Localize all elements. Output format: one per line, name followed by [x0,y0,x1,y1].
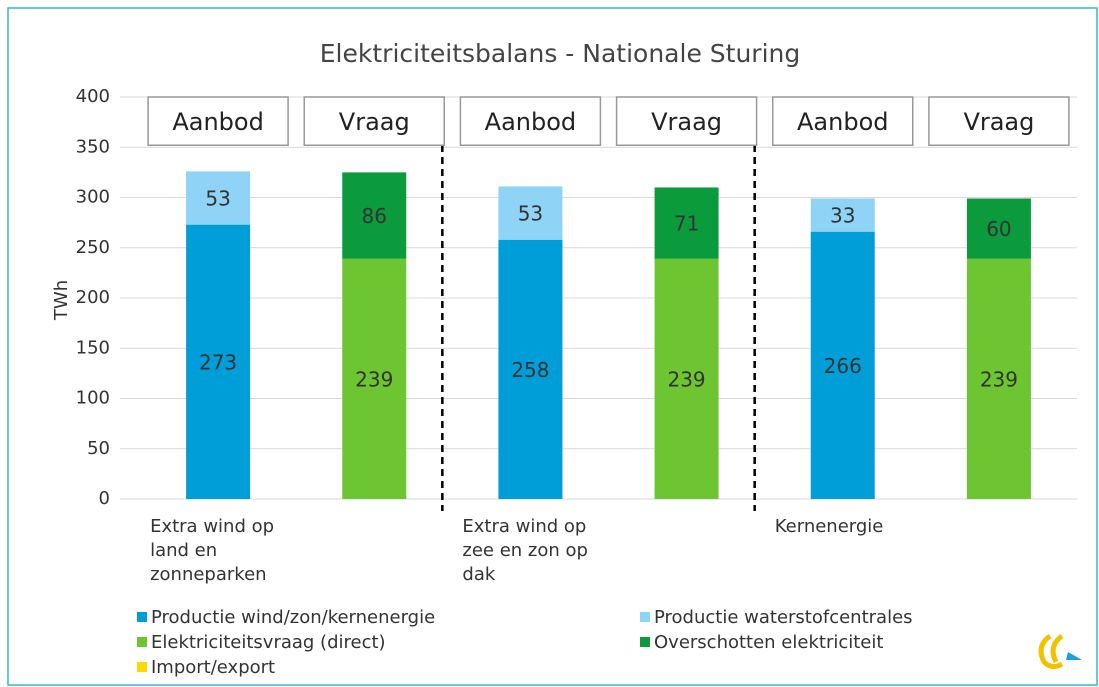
bar-segment [966,198,1031,259]
bar-segment [810,231,875,500]
y-tick-label: 50 [87,438,110,459]
data-label: 239 [667,367,705,391]
y-tick-label: 300 [76,187,110,208]
bar-label-box [303,96,445,146]
bar-segment [342,172,407,259]
data-label: 60 [986,217,1011,241]
bar-segment [654,187,719,259]
bar-segment [342,258,407,499]
legend-label: Import/export [151,657,275,678]
bar-label-box [615,96,758,146]
bar-segment [498,186,563,240]
bar-segment [498,239,563,499]
legend-label: Productie waterstofcentrales [654,607,913,628]
y-tick-label: 100 [76,388,110,409]
data-label: 86 [362,204,387,228]
data-label: 239 [980,367,1018,391]
bar-segment [186,224,251,499]
y-tick-label: 400 [76,86,110,107]
data-label: 33 [830,204,855,228]
legend-swatch [640,612,650,622]
bar-segment [186,171,251,225]
y-tick-label: 200 [76,287,110,308]
x-tick-label: Extra wind op land en zonneparken [150,516,280,585]
bar-segment [966,258,1031,499]
bar-segment [810,198,875,232]
bar-label: Aanbod [797,108,889,136]
bar-label: Vraag [339,108,410,136]
bar-label-box [772,96,914,146]
y-tick-label: 250 [76,237,110,258]
x-tick-label: Kernenergie [775,516,884,537]
y-tick-label: 350 [76,136,110,157]
data-label: 239 [355,367,393,391]
bar-label: Vraag [963,108,1034,136]
data-label: 266 [824,354,862,378]
y-axis-label: TWh [51,280,72,321]
legend-swatch [137,637,147,647]
y-tick-label: 0 [99,488,110,509]
y-tick-label: 150 [76,337,110,358]
legend-label: Elektriciteitsvraag (direct) [151,632,386,653]
legend-swatch [137,612,147,622]
bar-label-box [147,96,289,146]
legend-swatch [137,662,147,672]
bar-segment [654,258,719,499]
bar-label-box [928,96,1070,146]
legend-label: Productie wind/zon/kernenergie [151,607,435,628]
legend-swatch [640,637,650,647]
data-label: 71 [674,212,699,236]
bar-label: Aanbod [172,108,264,136]
legend-label: Overschotten elektriciteit [654,632,883,653]
data-label: 258 [511,358,549,382]
data-label: 273 [199,350,237,374]
bar-label: Aanbod [485,108,577,136]
x-tick-label: Extra wind op zee en zon op dak [462,516,593,585]
data-label: 53 [518,202,543,226]
chart-title: Elektriciteitsbalans - Nationale Sturing [320,39,800,68]
frame [7,7,1098,686]
data-label: 53 [205,187,230,211]
bar-label: Vraag [651,108,722,136]
logo [1038,633,1082,670]
bar-label-box [459,96,602,146]
